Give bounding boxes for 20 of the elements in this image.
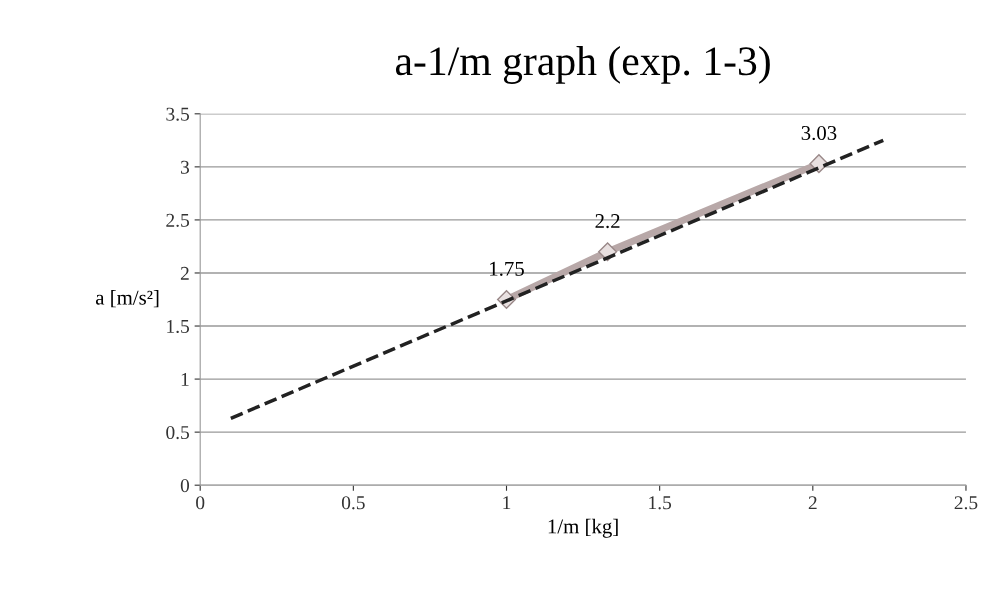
y-tick-label: 0 [180, 479, 190, 493]
x-tick-label: 2 [808, 496, 817, 510]
y-axis-title: a [m/s²] [95, 290, 159, 308]
data-label: 3.03 [801, 125, 837, 141]
y-tick-label: 0.5 [166, 425, 190, 440]
data-label: 1.75 [490, 261, 524, 276]
chart-title: a-1/m graph (exp. 1-3) [395, 46, 770, 84]
y-tick-label: 1 [181, 372, 189, 386]
x-tick-label: 0.5 [341, 496, 365, 510]
y-tick-label: 1.5 [167, 319, 190, 334]
x-tick-label: 1 [503, 496, 511, 510]
x-tick-label: 2.5 [954, 496, 978, 510]
y-tick-label: 2.5 [166, 213, 190, 227]
y-tick-label: 3.5 [166, 107, 190, 121]
x-axis-title: 1/m [kg] [548, 518, 618, 538]
y-tick-label: 3 [180, 160, 190, 174]
data-label: 2.2 [595, 214, 620, 229]
y-tick-label: 2 [180, 266, 189, 280]
x-tick-label: 1.5 [649, 496, 672, 510]
x-tick-label: 0 [196, 496, 205, 510]
